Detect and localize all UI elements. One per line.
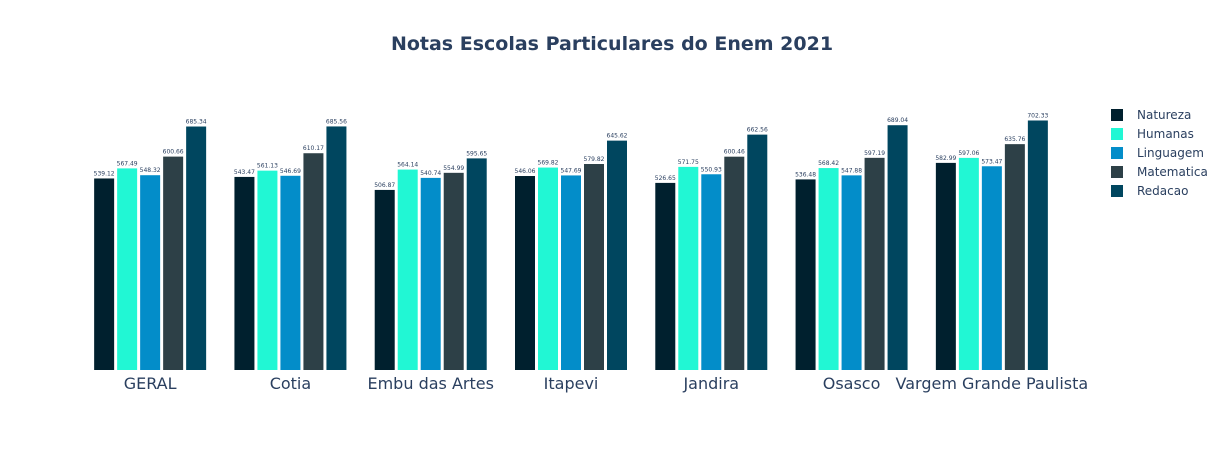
bar-humanas-4[interactable]: [538, 167, 558, 370]
chart-title: Notas Escolas Particulares do Enem 2021: [391, 33, 833, 55]
value-label: 571.75: [678, 159, 699, 166]
legend[interactable]: Natureza Humanas Linguagem Matematica Redaca…: [1111, 108, 1208, 198]
legend-label: Linguagem: [1137, 146, 1204, 160]
bar-redacao-5[interactable]: [747, 134, 768, 370]
value-label: 554.99: [443, 165, 464, 172]
legend-swatch: [1111, 128, 1123, 140]
bar-redacao-3[interactable]: [466, 158, 487, 370]
bar-natureza-7[interactable]: [935, 162, 956, 370]
legend-swatch: [1111, 147, 1123, 159]
category-label: Cotia: [270, 374, 311, 393]
legend-swatch: [1111, 109, 1123, 121]
value-label: 582.99: [935, 155, 956, 162]
value-label: 546.69: [280, 168, 301, 175]
value-label: 685.56: [326, 118, 347, 125]
category-label: Embu das Artes: [367, 374, 493, 393]
value-label: 595.65: [466, 150, 487, 157]
bar-redacao-2[interactable]: [326, 126, 347, 370]
value-label: 561.13: [257, 163, 278, 170]
bar-humanas-1[interactable]: [117, 168, 138, 370]
legend-swatch: [1111, 185, 1123, 197]
legend-item-humanas[interactable]: Humanas: [1111, 127, 1194, 141]
bar-humanas-2[interactable]: [257, 170, 278, 370]
bar-matematica-3[interactable]: [443, 172, 464, 370]
value-label: 546.06: [515, 168, 536, 175]
category-label: Vargem Grande Paulista: [896, 374, 1089, 393]
value-label: 550.93: [701, 166, 722, 173]
bar-humanas-3[interactable]: [397, 169, 418, 370]
value-label: 568.42: [818, 160, 839, 167]
bar-linguagem-5[interactable]: [701, 174, 722, 370]
value-label: 597.06: [958, 150, 979, 157]
legend-label: Matematica: [1137, 165, 1208, 179]
value-label: 547.88: [841, 167, 862, 174]
value-label: 543.47: [234, 169, 255, 176]
value-label: 567.49: [117, 160, 138, 167]
legend-item-matematica[interactable]: Matematica: [1111, 165, 1208, 179]
bar-linguagem-3[interactable]: [420, 177, 441, 370]
value-label: 610.17: [303, 145, 324, 152]
bar-matematica-2[interactable]: [303, 153, 324, 370]
value-label: 569.82: [538, 160, 559, 167]
bar-humanas-6[interactable]: [818, 168, 839, 370]
legend-item-redacao[interactable]: Redacao: [1111, 184, 1188, 198]
value-label: 662.56: [747, 127, 768, 134]
value-label: 635.76: [1004, 136, 1025, 143]
legend-swatch: [1111, 166, 1123, 178]
bar-natureza-4[interactable]: [515, 176, 535, 370]
value-label: 526.65: [655, 175, 676, 182]
bar-redacao-6[interactable]: [887, 125, 908, 371]
value-label: 540.74: [420, 170, 441, 177]
value-label: 539.12: [94, 170, 115, 177]
category-label: Itapevi: [544, 374, 599, 393]
bar-redacao-4[interactable]: [607, 140, 627, 370]
bars-layer: [94, 120, 1048, 371]
value-label: 506.87: [374, 182, 395, 189]
bar-natureza-1[interactable]: [94, 178, 115, 370]
legend-item-linguagem[interactable]: Linguagem: [1111, 146, 1204, 160]
bar-natureza-2[interactable]: [234, 176, 255, 370]
bar-linguagem-6[interactable]: [841, 175, 862, 370]
bar-humanas-5[interactable]: [678, 166, 699, 370]
legend-label: Humanas: [1137, 127, 1194, 141]
value-label: 548.32: [140, 167, 161, 174]
bar-humanas-7[interactable]: [958, 157, 979, 370]
value-label: 702.33: [1027, 112, 1048, 119]
bar-matematica-4[interactable]: [584, 164, 604, 370]
bar-linguagem-1[interactable]: [140, 175, 161, 370]
value-label: 579.82: [584, 156, 605, 163]
bar-natureza-3[interactable]: [374, 189, 395, 370]
value-label: 564.14: [397, 162, 418, 169]
category-labels-layer: GERAL Cotia Embu das Artes Itapevi Jandira Os…: [124, 374, 1088, 393]
value-label: 597.19: [864, 150, 885, 157]
bar-natureza-5[interactable]: [655, 182, 676, 370]
value-label: 689.04: [887, 117, 908, 124]
bar-matematica-5[interactable]: [724, 156, 745, 370]
bar-linguagem-2[interactable]: [280, 175, 301, 370]
bar-matematica-1[interactable]: [163, 156, 184, 370]
category-label: Jandira: [682, 374, 739, 393]
category-label: GERAL: [124, 374, 177, 393]
value-label: 645.62: [607, 133, 628, 140]
value-label: 600.66: [163, 149, 184, 156]
bar-redacao-7[interactable]: [1027, 120, 1048, 371]
bar-redacao-1[interactable]: [186, 126, 207, 371]
value-label: 685.34: [186, 119, 207, 126]
bar-matematica-6[interactable]: [864, 157, 885, 370]
legend-label: Redacao: [1137, 184, 1188, 198]
bar-linguagem-7[interactable]: [981, 166, 1002, 370]
category-label: Osasco: [823, 374, 881, 393]
legend-item-natureza[interactable]: Natureza: [1111, 108, 1191, 122]
value-label: 573.47: [981, 158, 1002, 165]
bar-natureza-6[interactable]: [795, 179, 816, 370]
value-label: 536.48: [795, 171, 816, 178]
value-label: 600.46: [724, 149, 745, 156]
legend-label: Natureza: [1137, 108, 1191, 122]
value-label: 547.69: [561, 167, 582, 174]
bar-linguagem-4[interactable]: [561, 175, 581, 370]
bar-matematica-7[interactable]: [1004, 144, 1025, 370]
